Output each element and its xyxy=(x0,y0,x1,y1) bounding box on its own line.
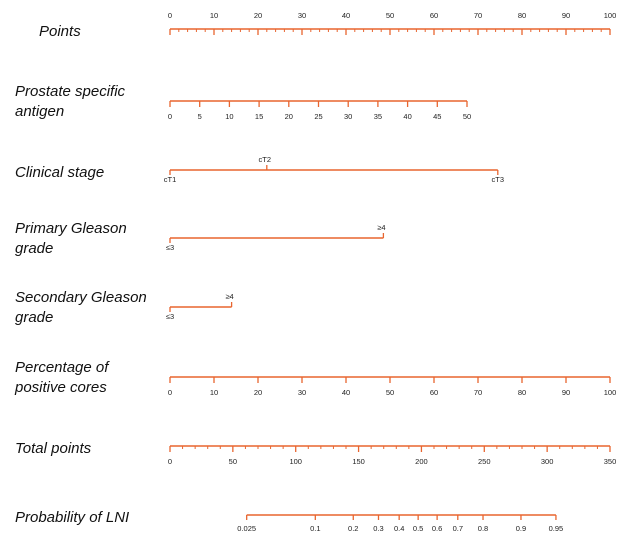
tick-label: 80 xyxy=(518,388,526,397)
tick-label: 20 xyxy=(254,388,262,397)
tick-label: 30 xyxy=(298,11,306,20)
tick-label: 0.9 xyxy=(516,524,526,533)
row-label: Clinical stage xyxy=(15,164,104,181)
row-label: grade xyxy=(15,309,53,326)
row-label: grade xyxy=(15,240,53,257)
row-label: Total points xyxy=(15,440,92,457)
tick-label: 90 xyxy=(562,388,570,397)
tick-label: 10 xyxy=(210,11,218,20)
tick-label: 30 xyxy=(298,388,306,397)
tick-label: 20 xyxy=(254,11,262,20)
tick-label: 0.7 xyxy=(453,524,463,533)
tick-label: 0.8 xyxy=(478,524,488,533)
tick-label: 0.95 xyxy=(549,524,564,533)
tick-label: 0 xyxy=(168,11,172,20)
category-label: ≥4 xyxy=(225,292,233,301)
row-label: Percentage of xyxy=(15,359,110,376)
category-label: cT3 xyxy=(492,175,505,184)
tick-label: 300 xyxy=(541,457,554,466)
tick-label: 250 xyxy=(478,457,491,466)
tick-label: 100 xyxy=(604,11,617,20)
tick-label: 0.2 xyxy=(348,524,358,533)
row-label: positive cores xyxy=(14,379,107,396)
category-label: ≥4 xyxy=(377,223,385,232)
tick-label: 0 xyxy=(168,388,172,397)
tick-label: 100 xyxy=(289,457,302,466)
tick-label: 35 xyxy=(374,112,382,121)
category-label: ≤3 xyxy=(166,312,174,321)
tick-label: 50 xyxy=(229,457,237,466)
tick-label: 15 xyxy=(255,112,263,121)
tick-label: 50 xyxy=(386,11,394,20)
tick-label: 100 xyxy=(604,388,617,397)
tick-label: 60 xyxy=(430,11,438,20)
category-label: cT2 xyxy=(259,155,272,164)
category-label: cT1 xyxy=(164,175,177,184)
tick-label: 30 xyxy=(344,112,352,121)
row-label: antigen xyxy=(15,103,64,120)
tick-label: 350 xyxy=(604,457,617,466)
tick-label: 0.3 xyxy=(373,524,383,533)
tick-label: 150 xyxy=(352,457,365,466)
tick-label: 0.4 xyxy=(394,524,404,533)
tick-label: 0.5 xyxy=(413,524,423,533)
tick-label: 60 xyxy=(430,388,438,397)
category-label: ≤3 xyxy=(166,243,174,252)
tick-label: 20 xyxy=(285,112,293,121)
tick-label: 70 xyxy=(474,11,482,20)
tick-label: 0.1 xyxy=(310,524,320,533)
tick-label: 25 xyxy=(314,112,322,121)
tick-label: 0.6 xyxy=(432,524,442,533)
tick-label: 0 xyxy=(168,112,172,121)
tick-label: 0 xyxy=(168,457,172,466)
tick-label: 90 xyxy=(562,11,570,20)
tick-label: 40 xyxy=(342,388,350,397)
tick-label: 10 xyxy=(225,112,233,121)
tick-label: 200 xyxy=(415,457,428,466)
row-label: Probability of LNI xyxy=(15,509,129,526)
tick-label: 0.025 xyxy=(237,524,256,533)
row-label: Secondary Gleason xyxy=(15,289,147,306)
row-label: Prostate specific xyxy=(15,83,126,100)
tick-label: 50 xyxy=(386,388,394,397)
tick-label: 10 xyxy=(210,388,218,397)
tick-label: 80 xyxy=(518,11,526,20)
row-label: Points xyxy=(39,23,81,40)
tick-label: 70 xyxy=(474,388,482,397)
tick-label: 50 xyxy=(463,112,471,121)
tick-label: 5 xyxy=(198,112,202,121)
tick-label: 40 xyxy=(403,112,411,121)
row-label: Primary Gleason xyxy=(15,220,127,237)
tick-label: 40 xyxy=(342,11,350,20)
tick-label: 45 xyxy=(433,112,441,121)
